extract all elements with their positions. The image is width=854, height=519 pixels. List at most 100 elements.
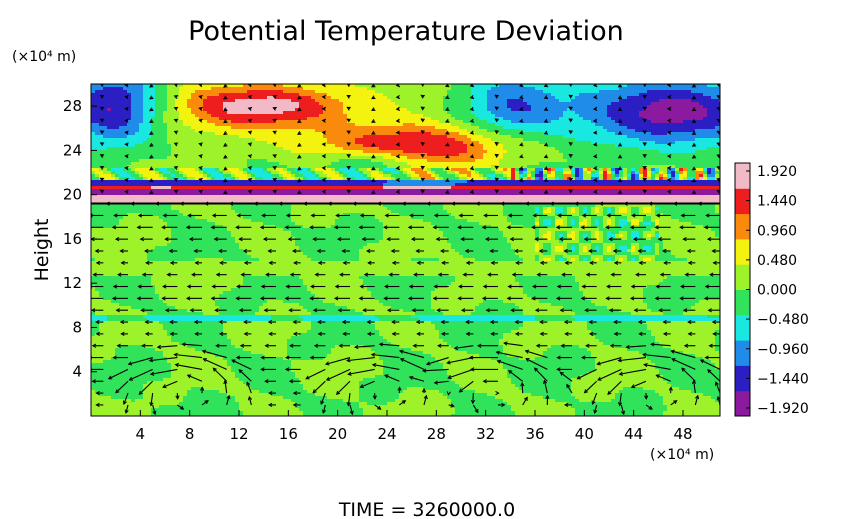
heatmap-cell <box>251 129 256 133</box>
heatmap-cell <box>639 141 644 145</box>
heatmap-cell <box>459 87 464 91</box>
heatmap-cell <box>711 156 716 160</box>
heatmap-cell <box>115 159 120 163</box>
heatmap-cell <box>671 150 676 154</box>
heatmap-cell <box>331 141 336 145</box>
heatmap-cell <box>303 177 308 181</box>
heatmap-cell <box>627 102 632 106</box>
heatmap-cell <box>159 135 164 139</box>
heatmap-cell <box>263 105 268 109</box>
heatmap-cell <box>207 144 212 148</box>
heatmap-cell <box>135 120 140 124</box>
heatmap-cell <box>231 168 236 172</box>
heatmap-cell <box>467 114 472 118</box>
heatmap-cell <box>355 126 360 130</box>
heatmap-cell <box>439 123 444 127</box>
heatmap-cell <box>383 87 388 91</box>
heatmap-cell <box>467 159 472 163</box>
heatmap-cell <box>551 126 556 130</box>
heatmap-cell <box>311 135 316 139</box>
heatmap-cell <box>199 105 204 109</box>
heatmap-cell <box>335 153 340 157</box>
heatmap-cell <box>583 132 588 136</box>
heatmap-cell <box>707 123 712 127</box>
heatmap-cell <box>699 111 704 115</box>
heatmap-cell <box>567 90 572 94</box>
heatmap-cell <box>111 174 116 178</box>
heatmap-cell <box>371 159 376 163</box>
heatmap-cell <box>711 87 716 91</box>
heatmap-cell <box>383 84 388 88</box>
heatmap-cell <box>259 147 264 151</box>
heatmap-cell <box>155 129 160 133</box>
heatmap-cell <box>439 120 444 124</box>
heatmap-cell <box>459 150 464 154</box>
heatmap-cell <box>571 126 576 130</box>
heatmap-cell <box>715 126 720 130</box>
heatmap-cell <box>567 96 572 100</box>
heatmap-cell <box>355 162 360 166</box>
heatmap-cell <box>587 117 592 121</box>
heatmap-cell <box>379 87 384 91</box>
heatmap-cell <box>715 129 720 133</box>
heatmap-cell <box>307 90 312 94</box>
heatmap-cell <box>531 126 536 130</box>
heatmap-cell <box>95 123 100 127</box>
heatmap-cell <box>647 126 652 130</box>
heatmap-cell <box>251 114 256 118</box>
heatmap-cell <box>295 141 300 145</box>
heatmap-cell <box>191 147 196 151</box>
heatmap-cell <box>651 132 656 136</box>
heatmap-cell <box>443 93 448 97</box>
heatmap-cell <box>339 90 344 94</box>
heatmap-cell <box>287 123 292 127</box>
heatmap-cell <box>607 90 612 94</box>
heatmap-cell <box>119 102 124 106</box>
heatmap-cell <box>215 105 220 109</box>
heatmap-cell <box>351 108 356 112</box>
heatmap-cell <box>559 129 564 133</box>
heatmap-cell <box>551 165 556 169</box>
heatmap-cell <box>471 123 476 127</box>
heatmap-cell <box>547 156 552 160</box>
heatmap-cell <box>151 150 156 154</box>
heatmap-cell <box>395 141 400 145</box>
heatmap-cell <box>691 87 696 91</box>
heatmap-cell <box>239 138 244 142</box>
heatmap-cell <box>263 126 268 130</box>
heatmap-cell <box>411 174 416 178</box>
heatmap-cell <box>347 93 352 97</box>
heatmap-cell <box>351 105 356 109</box>
heatmap-cell <box>211 132 216 136</box>
heatmap-cell <box>647 153 652 157</box>
heatmap-cell <box>635 165 640 169</box>
heatmap-cell <box>451 105 456 109</box>
heatmap-cell <box>287 117 292 121</box>
heatmap-cell <box>691 102 696 106</box>
heatmap-cell <box>583 99 588 103</box>
heatmap-cell <box>231 117 236 121</box>
heatmap-cell <box>171 141 176 145</box>
heatmap-cell <box>515 162 520 166</box>
heatmap-cell <box>343 105 348 109</box>
heatmap-cell <box>715 108 720 112</box>
heatmap-cell <box>639 171 644 175</box>
heatmap-cell <box>407 150 412 154</box>
heatmap-cell <box>167 153 172 157</box>
heatmap-cell <box>295 93 300 97</box>
heatmap-cell <box>299 165 304 169</box>
heatmap-cell <box>107 165 112 169</box>
heatmap-cell <box>535 93 540 97</box>
heatmap-cell <box>583 171 588 175</box>
heatmap-cell <box>611 147 616 151</box>
heatmap-cell <box>119 177 124 181</box>
heatmap-cell <box>311 171 316 175</box>
heatmap-cell <box>539 102 544 106</box>
heatmap-cell <box>363 153 368 157</box>
heatmap-cell <box>675 168 680 172</box>
heatmap-cell <box>395 144 400 148</box>
heatmap-cell <box>183 102 188 106</box>
heatmap-cell <box>127 108 132 112</box>
heatmap-cell <box>703 138 708 142</box>
heatmap-cell <box>711 108 716 112</box>
